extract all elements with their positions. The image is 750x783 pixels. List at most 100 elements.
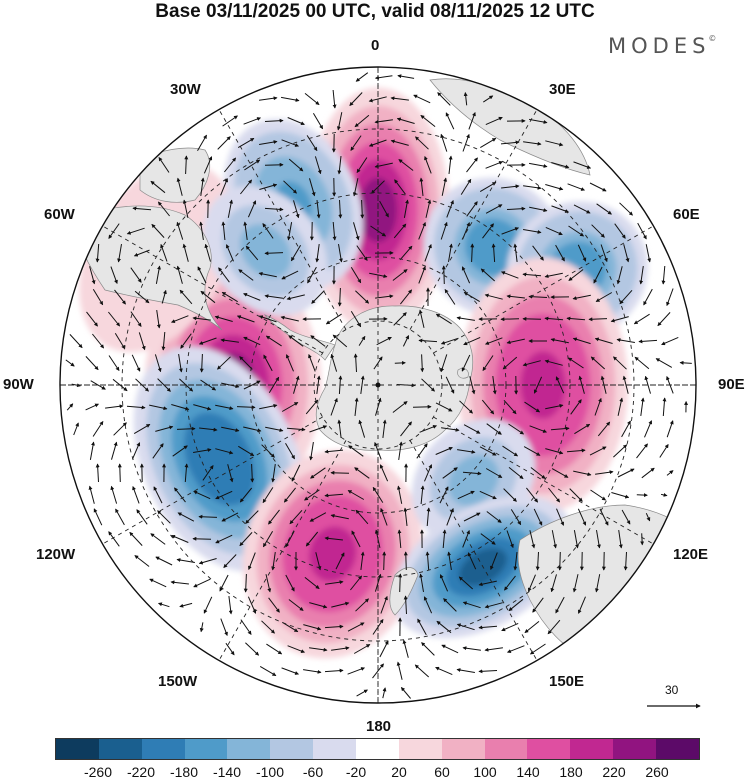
- colorbar-segment: [98, 739, 142, 759]
- wind-vector: [662, 397, 667, 417]
- wind-vector: [259, 665, 277, 677]
- wind-vector: [484, 602, 503, 609]
- meridian-line: [409, 440, 538, 661]
- wind-vector: [330, 513, 349, 520]
- wind-vector: [355, 598, 369, 612]
- wind-vector: [243, 573, 248, 593]
- wind-vector: [134, 555, 150, 567]
- wind-vector: [314, 156, 322, 175]
- wind-vector: [315, 244, 320, 263]
- wind-vector: [149, 404, 168, 411]
- wind-vector: [114, 333, 126, 350]
- wind-vector: [350, 267, 362, 284]
- wind-vector: [418, 309, 425, 328]
- wind-vector: [239, 487, 253, 503]
- lon-label-120e: 120E: [673, 546, 709, 563]
- wind-vector: [250, 463, 255, 483]
- wind-vector: [501, 184, 520, 189]
- wind-vector: [310, 467, 326, 479]
- wind-vector: [281, 402, 299, 412]
- wind-vector: [132, 206, 152, 211]
- wind-vector: [523, 185, 542, 190]
- wind-vector: [154, 354, 162, 373]
- wind-vector: [392, 401, 408, 413]
- wind-vector: [478, 669, 498, 674]
- wind-vector: [421, 642, 435, 656]
- wind-vector: [287, 117, 305, 126]
- wind-vector: [415, 136, 429, 150]
- wind-vector: [372, 663, 384, 679]
- wind-vector: [245, 245, 259, 261]
- wind-vector: [324, 493, 344, 498]
- wind-vector: [243, 117, 262, 125]
- wind-vector: [467, 552, 477, 570]
- brand-logo: MODES©: [608, 34, 716, 58]
- wind-vector: [506, 338, 525, 345]
- wind-vector: [354, 397, 359, 416]
- wind-vector: [644, 375, 651, 394]
- wind-vector: [238, 445, 255, 457]
- wind-vector: [134, 290, 150, 304]
- wind-vector: [200, 290, 216, 304]
- wind-vector: [523, 141, 542, 146]
- wind-vector: [613, 356, 627, 370]
- wind-vector: [440, 354, 448, 373]
- wind-vector: [435, 446, 453, 455]
- wind-vector: [523, 229, 542, 234]
- wind-vector: [215, 448, 234, 455]
- page-title: Base 03/11/2025 00 UTC, valid 08/11/2025…: [155, 1, 595, 22]
- wind-vector: [529, 118, 548, 124]
- colorbar-tick-label: -140: [212, 764, 242, 780]
- lon-label-0: 0: [371, 37, 380, 54]
- wind-vector: [356, 157, 368, 174]
- wind-vector: [184, 463, 189, 483]
- wind-vector: [513, 243, 518, 262]
- meridian-lines: [60, 67, 696, 703]
- meridian-line: [218, 109, 347, 330]
- wind-vector: [613, 444, 628, 458]
- wind-vector: [65, 359, 75, 367]
- wind-vector: [117, 463, 122, 483]
- wind-vector: [215, 534, 233, 544]
- wind-vector: [259, 403, 278, 410]
- wind-vector: [193, 578, 211, 588]
- wind-vector: [399, 245, 413, 261]
- wind-vector: [506, 645, 525, 653]
- colorbar-tick-label: 100: [473, 764, 497, 780]
- wind-vector: [133, 423, 151, 435]
- wind-vector: [461, 354, 471, 372]
- wind-vector: [443, 598, 457, 612]
- wind-vector: [623, 551, 628, 571]
- wind-vector: [382, 419, 387, 438]
- lon-label-120w: 120W: [36, 546, 76, 563]
- wind-vector: [309, 512, 327, 522]
- wind-vector: [522, 360, 541, 367]
- wind-vector: [463, 424, 481, 434]
- wind-vector: [356, 245, 368, 261]
- wind-vector: [403, 595, 408, 615]
- wind-vector: [221, 426, 240, 433]
- wind-vector: [479, 490, 497, 500]
- wind-vector: [220, 178, 228, 196]
- wind-vector: [544, 316, 564, 321]
- wind-vector: [330, 470, 350, 475]
- wind-vector: [330, 353, 338, 372]
- wind-vector: [360, 551, 365, 570]
- wind-vector: [198, 337, 217, 345]
- wind-vector: [550, 426, 570, 431]
- wind-vector: [238, 269, 254, 281]
- wind-vector: [441, 177, 448, 196]
- wind-vector: [239, 532, 253, 547]
- wind-vector: [570, 399, 582, 415]
- wind-vector: [529, 425, 548, 433]
- wind-vector: [400, 289, 413, 305]
- wind-vector: [305, 399, 319, 415]
- wind-vector: [596, 530, 601, 549]
- wind-vector: [245, 642, 260, 656]
- wind-vector: [567, 183, 586, 191]
- wind-vector: [192, 536, 212, 541]
- wind-vector: [161, 289, 167, 304]
- colorbar-segment: [356, 739, 399, 759]
- colorbar-tick-label: 180: [559, 764, 583, 780]
- wind-vector: [589, 446, 607, 456]
